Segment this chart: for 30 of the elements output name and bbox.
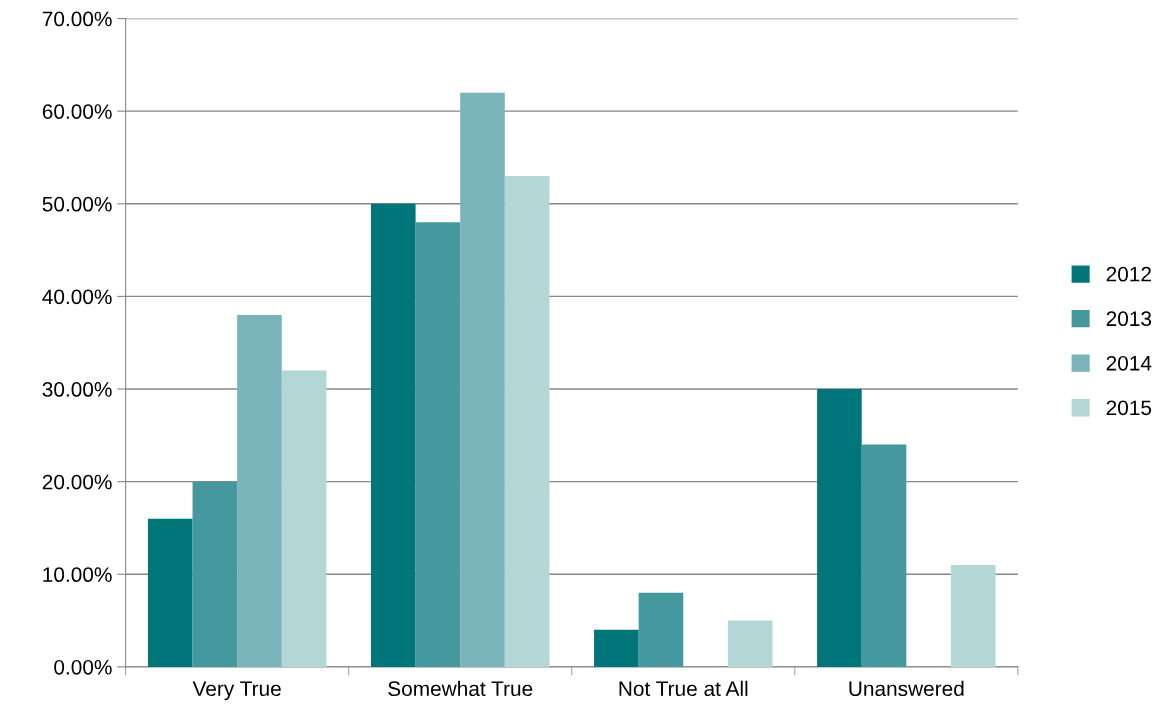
bar: [638, 592, 684, 667]
legend-label: 2014: [1106, 355, 1152, 371]
legend-label: 2013: [1106, 311, 1152, 327]
bar: [460, 92, 505, 667]
bar: [281, 370, 327, 667]
legend-label: 2012: [1106, 266, 1151, 282]
y-tick-label: 30.00%: [42, 382, 112, 397]
x-tick-label: Somewhat True: [388, 680, 533, 697]
y-tick-label: 50.00%: [42, 196, 112, 212]
bar: [727, 620, 773, 667]
bar: [415, 222, 461, 667]
bar: [817, 389, 862, 667]
bar: [192, 481, 238, 667]
y-tick-label: 70.00%: [42, 11, 112, 27]
bar: [237, 314, 282, 667]
bar: [861, 444, 907, 667]
y-tick-label: 0.00%: [54, 659, 112, 675]
bar: [147, 518, 193, 667]
x-tick-label: Not True at All: [619, 680, 748, 697]
bar: [370, 203, 416, 667]
bar: [594, 629, 639, 667]
y-tick-label: 20.00%: [42, 474, 112, 490]
legend-label: 2015: [1106, 400, 1152, 416]
x-tick-label: Very True: [192, 681, 281, 701]
y-tick-label: 10.00%: [43, 567, 112, 583]
bar: [950, 565, 996, 667]
y-tick-label: 60.00%: [42, 104, 112, 119]
x-tick-label: Unanswered: [849, 680, 964, 697]
y-tick-label: 40.00%: [42, 289, 112, 305]
bar: [504, 176, 550, 667]
